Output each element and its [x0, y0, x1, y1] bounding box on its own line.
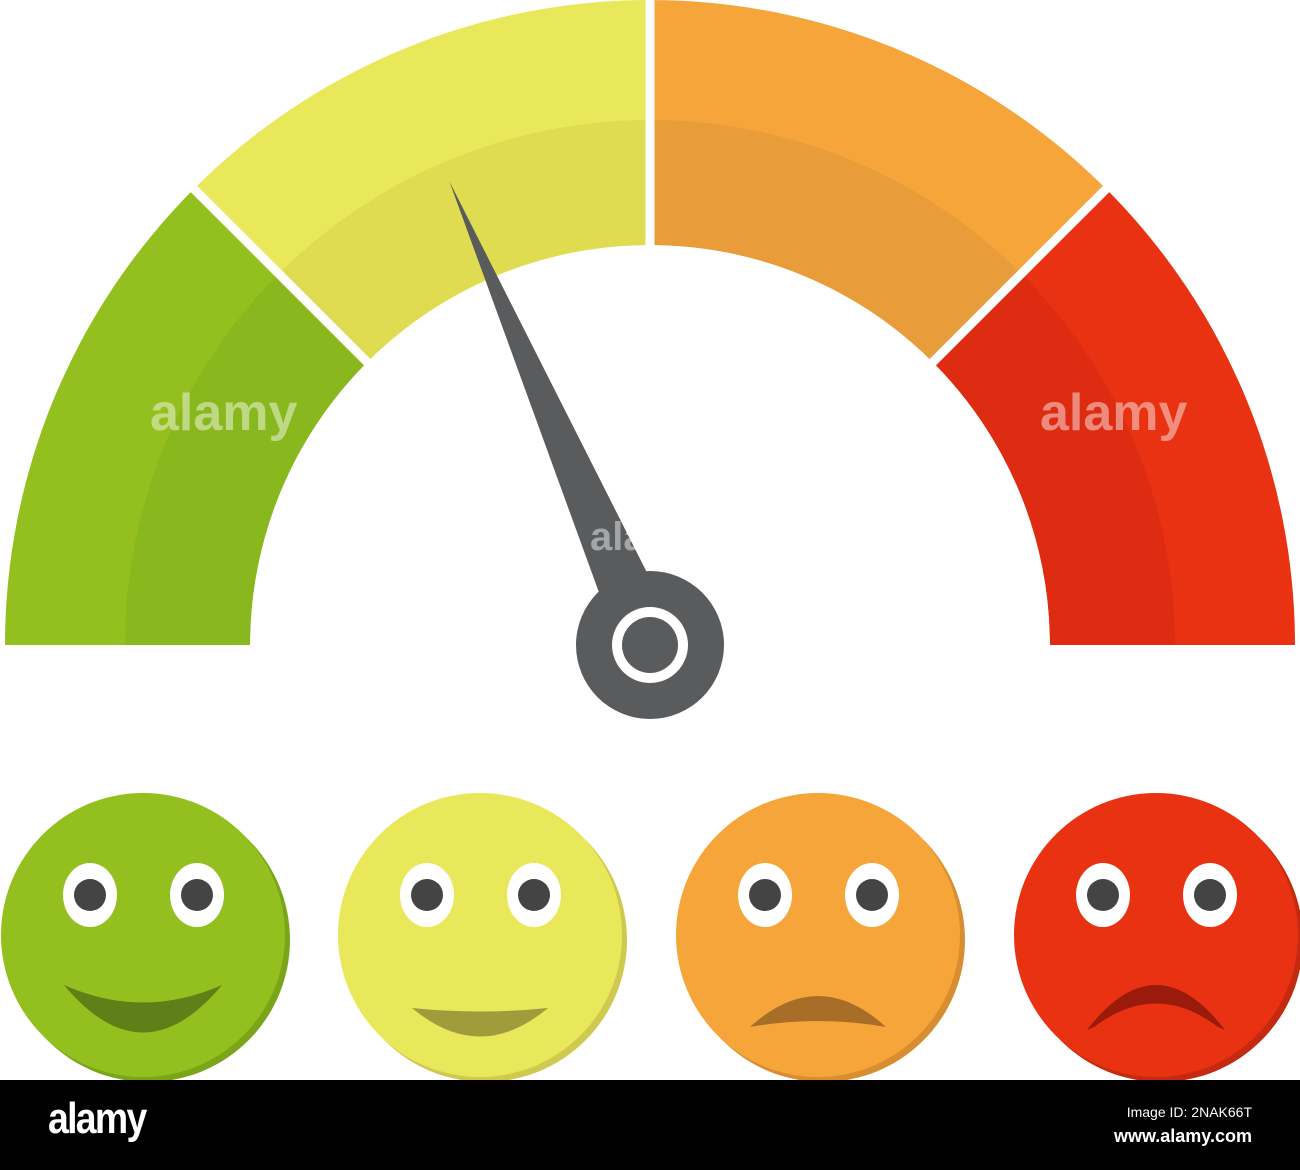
gauge	[5, 0, 1295, 645]
gauge-segment-inner-poor	[650, 120, 1022, 363]
image-id-label: Image ID: 2NAK66T	[1126, 1104, 1252, 1120]
gauge-needle	[449, 181, 724, 719]
rating-gauge-illustration: alamy alamy alamy	[1, 0, 1300, 1080]
eye-pupil	[749, 879, 781, 911]
mouth	[1087, 985, 1225, 1030]
face-circle	[338, 793, 622, 1077]
eye-pupil	[181, 879, 213, 911]
eye-pupil	[411, 879, 443, 911]
gauge-divider	[926, 182, 1113, 369]
watermark-text: alamy	[1040, 384, 1188, 442]
watermark-overlay: alamy alamy alamy	[150, 384, 1188, 559]
gauge-segment-inner-fair	[278, 120, 650, 363]
watermark-footer: alamy Image ID: 2NAK66T www.alamy.com	[0, 1080, 1300, 1170]
gauge-segment-inner-bad	[932, 273, 1175, 645]
alamy-logo: alamy	[48, 1094, 147, 1143]
eye-pupil	[518, 879, 550, 911]
gauge-segment-inner-good	[125, 273, 368, 645]
mouth	[64, 985, 222, 1033]
face-slightly-happy	[338, 793, 627, 1080]
eye-pupil	[1087, 879, 1119, 911]
needle-pointer	[449, 181, 678, 657]
face-slightly-sad	[676, 793, 965, 1080]
mouth	[750, 996, 886, 1027]
eye-pupil	[74, 879, 106, 911]
face-circle	[1014, 793, 1298, 1077]
face-circle	[1, 793, 285, 1077]
eye-pupil	[856, 879, 888, 911]
watermark-text: alamy	[590, 515, 704, 559]
emoji-faces	[1, 793, 1300, 1080]
eye-pupil	[1194, 879, 1226, 911]
watermark-text: alamy	[150, 384, 298, 442]
needle-hub-center	[622, 617, 678, 673]
face-happy	[1, 793, 290, 1080]
mouth	[412, 1008, 548, 1037]
face-circle	[676, 793, 960, 1077]
gauge-divider	[187, 182, 374, 369]
site-url: www.alamy.com	[1113, 1126, 1252, 1146]
face-sad	[1014, 793, 1300, 1080]
